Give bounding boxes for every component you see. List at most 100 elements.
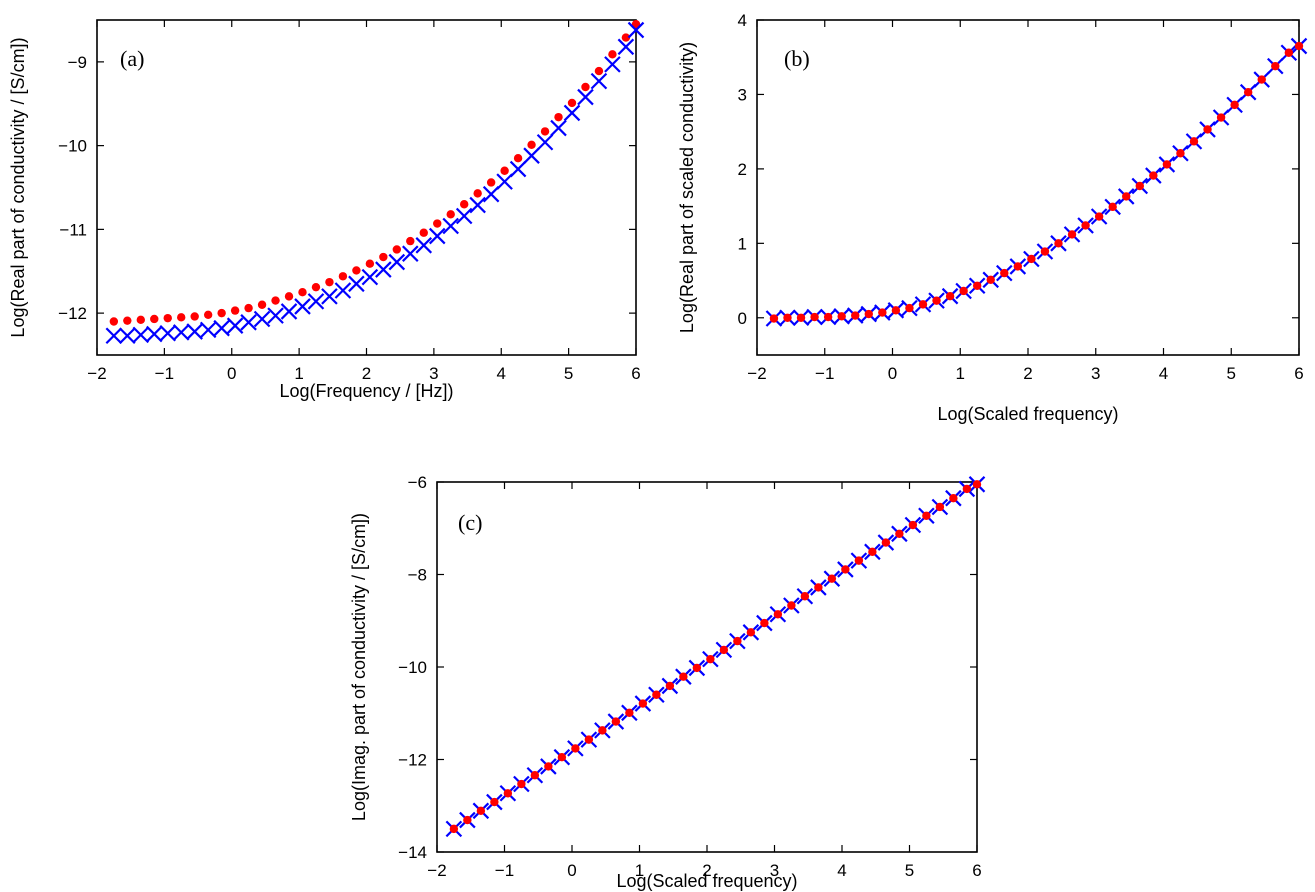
data-point-dot	[486, 178, 496, 187]
series-dot	[109, 19, 641, 326]
data-point-dot	[203, 310, 213, 319]
data-point-cross	[509, 160, 527, 178]
data-point-cross	[550, 119, 567, 137]
data-point-dot	[1284, 48, 1294, 57]
data-point-cross	[428, 227, 446, 245]
data-point-dot	[1243, 88, 1253, 97]
data-point-cross	[415, 237, 433, 254]
data-point-dot	[868, 547, 877, 557]
data-point-dot	[1027, 254, 1036, 264]
data-point-cross	[105, 327, 123, 345]
data-point-dot	[581, 82, 590, 92]
data-point-dot	[1149, 171, 1158, 180]
series-cross	[105, 21, 645, 345]
x-tick-label: −1	[155, 364, 174, 383]
data-point-dot	[1189, 137, 1199, 146]
plot-frame	[756, 19, 1300, 356]
data-point-dot	[932, 296, 941, 305]
data-point-dot	[621, 33, 631, 42]
data-point-cross	[482, 185, 500, 203]
data-point-dot	[837, 312, 846, 321]
data-point-dot	[473, 189, 482, 198]
data-point-dot	[284, 292, 294, 301]
x-tick-label: 4	[497, 364, 506, 383]
y-tick-label: 3	[738, 85, 747, 104]
data-point-cross	[294, 298, 311, 315]
data-point-dot	[810, 312, 819, 322]
data-point-dot	[1162, 160, 1172, 169]
data-point-dot	[365, 259, 375, 268]
data-point-cross	[119, 327, 136, 345]
data-point-dot	[530, 771, 540, 780]
data-point-dot	[449, 824, 459, 834]
data-point-dot	[338, 272, 348, 281]
x-tick-label: 6	[1294, 364, 1303, 383]
data-point-cross	[253, 310, 271, 328]
data-point-dot	[962, 484, 972, 494]
panel-letter: (b)	[784, 46, 810, 71]
data-point-dot	[1122, 192, 1131, 201]
data-point-dot	[1013, 262, 1023, 271]
x-tick-label: −1	[815, 364, 834, 383]
x-tick-label: 6	[972, 861, 981, 880]
data-point-dot	[1067, 230, 1077, 239]
data-point-dot	[325, 277, 334, 287]
data-point-cross	[455, 207, 473, 225]
data-point-dot	[1176, 149, 1185, 158]
data-point-dot	[878, 308, 887, 317]
data-point-dot	[557, 752, 567, 762]
x-axis-label: Log(Scaled frequency)	[616, 871, 797, 891]
y-tick-label: 4	[738, 11, 747, 30]
data-point-dot	[783, 313, 792, 322]
x-tick-label: 5	[905, 861, 914, 880]
y-tick-label: −6	[408, 473, 427, 492]
data-point-dot	[544, 762, 553, 771]
series-cross	[765, 37, 1308, 327]
data-point-dot	[190, 312, 199, 321]
data-point-dot	[419, 228, 428, 237]
series-dot	[769, 41, 1304, 323]
data-point-dot	[311, 282, 321, 292]
data-point-cross	[523, 147, 540, 164]
y-axis-label: Log(Real part of conductivity / [S/cm])	[8, 37, 28, 337]
y-tick-label: −10	[398, 658, 427, 677]
data-point-cross	[563, 104, 581, 122]
data-point-cross	[213, 319, 230, 337]
data-point-dot	[244, 303, 253, 313]
x-tick-label: 0	[888, 364, 897, 383]
y-tick-label: −14	[398, 843, 427, 862]
x-tick-label: 0	[227, 364, 236, 383]
data-point-cross	[469, 196, 486, 214]
y-tick-label: 2	[738, 160, 747, 179]
data-point-dot	[631, 19, 641, 29]
data-point-dot	[517, 779, 526, 789]
data-point-dot	[895, 529, 904, 538]
data-point-dot	[823, 312, 833, 322]
data-point-cross	[402, 245, 419, 262]
data-point-dot	[230, 306, 240, 315]
data-point-dot	[986, 275, 995, 285]
x-tick-label: 2	[362, 364, 371, 383]
data-point-dot	[949, 493, 958, 503]
data-point-cross	[280, 303, 298, 320]
data-point-cross	[145, 325, 163, 343]
data-point-dot	[177, 313, 186, 322]
y-axis-label: Log(Imag. part of conductivity / [S/cm])	[349, 513, 369, 821]
data-point-dot	[1294, 41, 1304, 51]
data-point-dot	[123, 316, 132, 325]
data-point-cross	[307, 293, 325, 310]
data-point-cross	[348, 275, 365, 293]
data-point-cross	[240, 314, 257, 331]
data-point-dot	[392, 245, 402, 254]
data-point-dot	[594, 66, 604, 76]
x-tick-label: 5	[1227, 364, 1236, 383]
data-point-dot	[854, 556, 864, 565]
data-point-dot	[446, 210, 455, 219]
data-point-dot	[463, 815, 472, 825]
data-point-dot	[679, 672, 688, 681]
data-point-dot	[1081, 221, 1090, 230]
data-point-dot	[1203, 125, 1212, 134]
panel-b: −2 −1 0 1 2 3 4 5 6 0 1 2 3 4 Log(Scaled frequency) Log…	[677, 11, 1308, 424]
x-tick-label: 1	[635, 861, 644, 880]
